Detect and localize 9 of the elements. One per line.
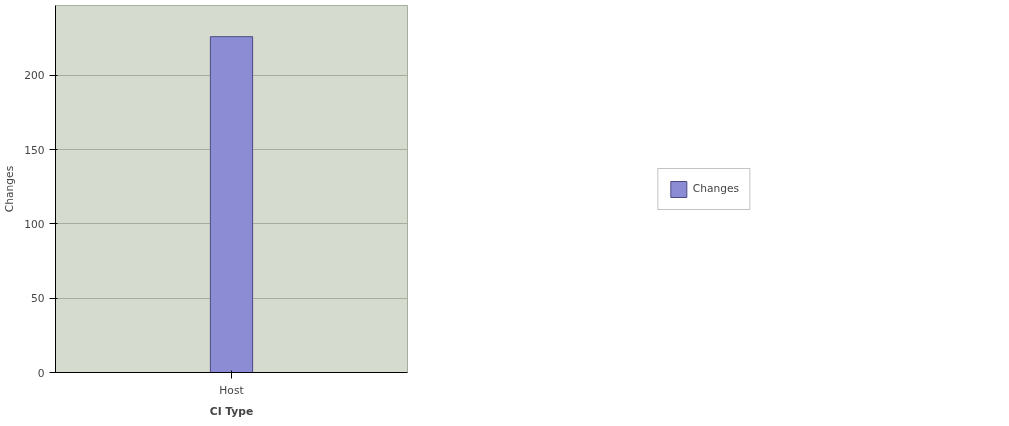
x-tick-label: Host	[219, 383, 244, 397]
legend-label: Changes	[692, 182, 740, 195]
y-tick-label: 100	[24, 217, 45, 231]
y-tick-label: 150	[24, 143, 45, 157]
y-tick-label: 50	[30, 292, 45, 306]
y-tick-label: 200	[24, 69, 45, 83]
y-axis-title: Changes	[3, 165, 17, 213]
y-tick-label: 0	[37, 366, 45, 380]
x-axis-title: CI Type	[209, 404, 254, 418]
